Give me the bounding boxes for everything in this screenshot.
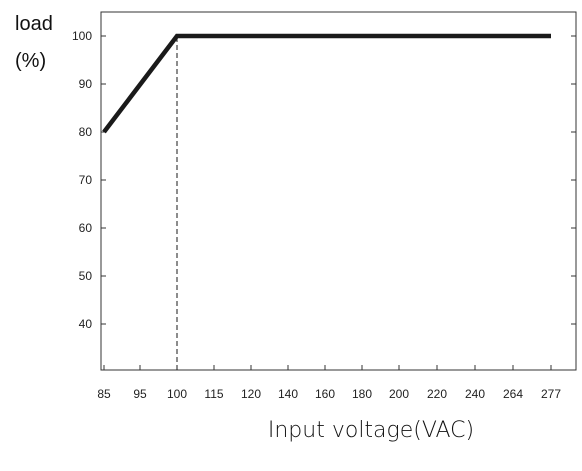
x-tick-label: 140 (278, 387, 298, 401)
x-tick-label: 115 (204, 387, 223, 401)
x-tick-label: 180 (352, 387, 372, 401)
x-tick-label: 200 (389, 387, 409, 401)
x-axis-label: Input voltage(VAC) (268, 418, 474, 443)
plot-frame (100, 11, 577, 371)
x-tick-label: 160 (315, 387, 335, 401)
x-tick-label: 277 (541, 387, 561, 401)
y-axis-ticks: 40 50 60 70 80 90 100 (72, 29, 576, 331)
series-line-0 (102, 33, 551, 134)
x-tick-label: 85 (97, 387, 111, 401)
x-axis-ticks: 85 95 100 115 120 140 160 180 200 220 240 264 277 (97, 365, 561, 401)
y-axis-label-line-1: load (15, 13, 53, 35)
y-tick-label: 40 (79, 317, 93, 331)
x-tick-label: 264 (503, 387, 523, 401)
x-tick-label: 240 (465, 387, 485, 401)
y-tick-label: 60 (79, 221, 93, 235)
x-tick-label: 120 (241, 387, 261, 401)
y-tick-label: 70 (79, 173, 93, 187)
x-tick-label: 95 (133, 387, 147, 401)
y-tick-label: 50 (79, 269, 93, 283)
y-axis-label-line-2: (%) (15, 50, 46, 72)
y-tick-label: 90 (79, 77, 93, 91)
plot-border (100, 11, 577, 371)
x-tick-label: 100 (167, 387, 187, 401)
y-tick-label: 80 (79, 125, 93, 139)
series-lines (102, 33, 551, 134)
y-tick-label: 100 (72, 29, 92, 43)
x-tick-label: 220 (427, 387, 447, 401)
